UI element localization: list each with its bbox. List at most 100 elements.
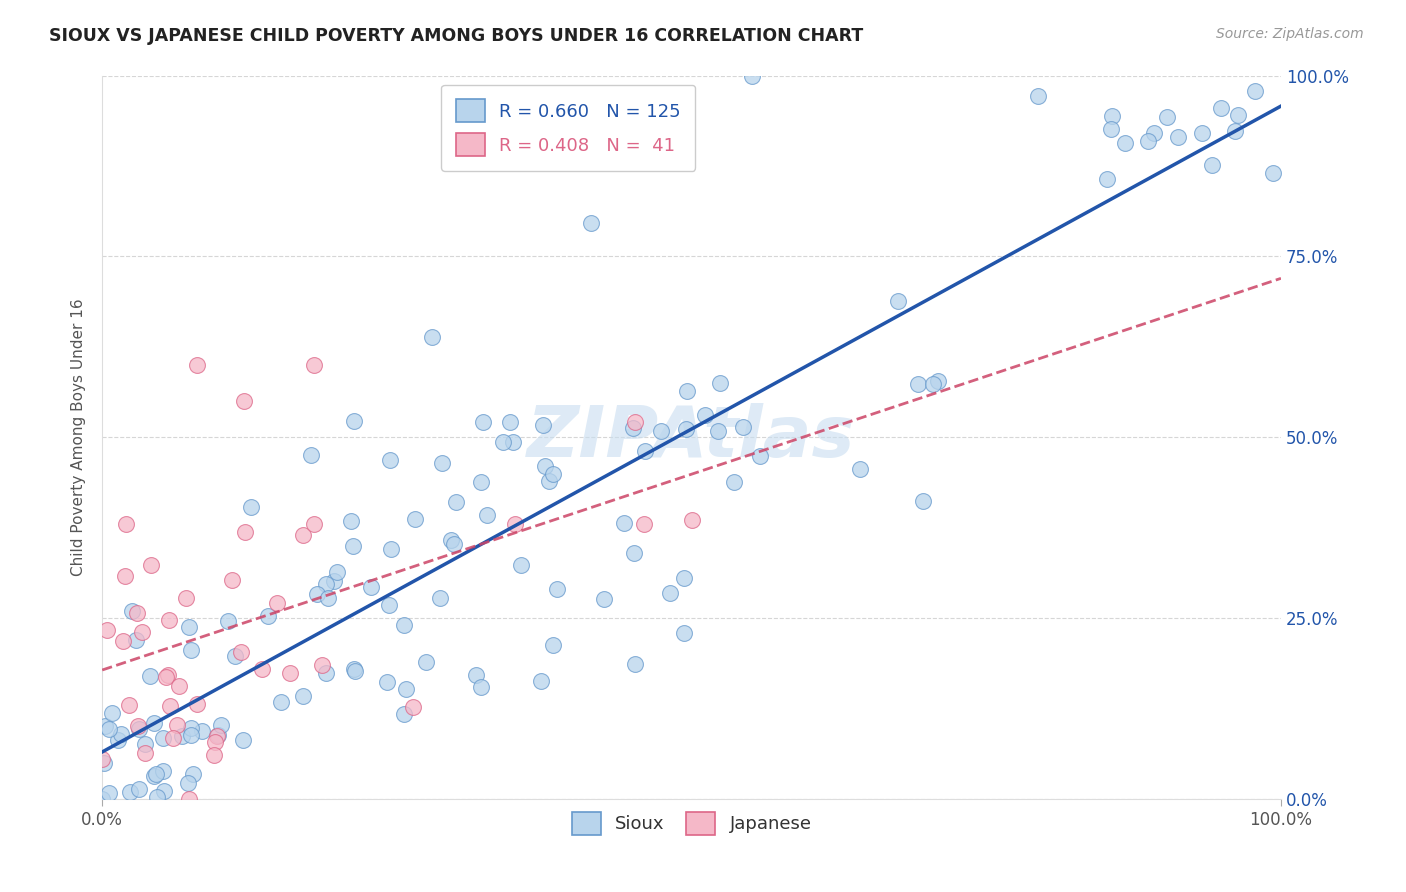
Point xyxy=(278,665,301,680)
Point xyxy=(886,293,908,308)
Point xyxy=(162,731,184,745)
Text: Source: ZipAtlas.com: Source: ZipAtlas.com xyxy=(1216,27,1364,41)
Point xyxy=(404,512,426,526)
Point xyxy=(299,449,322,463)
Point xyxy=(159,699,181,714)
Point xyxy=(107,732,129,747)
Y-axis label: Child Poverty Among Boys Under 16: Child Poverty Among Boys Under 16 xyxy=(72,298,86,576)
Point xyxy=(180,728,202,742)
Point xyxy=(510,558,533,572)
Point xyxy=(186,697,208,711)
Point xyxy=(1143,126,1166,140)
Point xyxy=(1201,158,1223,172)
Point xyxy=(623,546,645,560)
Point xyxy=(658,586,681,600)
Point xyxy=(1244,84,1267,98)
Point xyxy=(440,533,463,547)
Point xyxy=(529,673,551,688)
Point xyxy=(186,358,208,372)
Point xyxy=(302,358,325,372)
Point xyxy=(155,670,177,684)
Point xyxy=(672,626,695,640)
Point xyxy=(465,667,488,681)
Point xyxy=(270,695,292,709)
Point xyxy=(291,528,314,542)
Point xyxy=(378,453,401,467)
Point xyxy=(1227,108,1250,122)
Point xyxy=(96,623,118,637)
Point xyxy=(232,733,254,747)
Point xyxy=(502,434,524,449)
Point xyxy=(579,216,602,230)
Point xyxy=(432,456,454,470)
Point xyxy=(114,568,136,582)
Point xyxy=(592,591,614,606)
Point xyxy=(157,613,180,627)
Point xyxy=(128,722,150,736)
Point xyxy=(315,666,337,681)
Point xyxy=(142,769,165,783)
Point xyxy=(233,524,256,539)
Point xyxy=(443,537,465,551)
Point xyxy=(470,475,492,489)
Point xyxy=(446,495,468,509)
Point xyxy=(360,580,382,594)
Point xyxy=(180,643,202,657)
Point xyxy=(681,513,703,527)
Point xyxy=(217,614,239,628)
Point xyxy=(142,715,165,730)
Point xyxy=(114,516,136,531)
Point xyxy=(498,415,520,429)
Point xyxy=(250,662,273,676)
Point xyxy=(153,783,176,797)
Legend: Sioux, Japanese: Sioux, Japanese xyxy=(562,803,821,844)
Point xyxy=(118,698,141,713)
Point xyxy=(316,591,339,605)
Point xyxy=(145,767,167,781)
Point xyxy=(342,662,364,676)
Point xyxy=(672,571,695,585)
Point xyxy=(543,638,565,652)
Point xyxy=(91,792,114,806)
Point xyxy=(531,417,554,432)
Point xyxy=(377,674,399,689)
Point xyxy=(470,680,492,694)
Point xyxy=(402,699,425,714)
Point xyxy=(91,752,114,766)
Point xyxy=(266,596,288,610)
Point xyxy=(343,665,366,679)
Point xyxy=(675,384,697,399)
Point xyxy=(191,724,214,739)
Point xyxy=(139,668,162,682)
Point xyxy=(1095,172,1118,186)
Point xyxy=(415,655,437,669)
Point xyxy=(1156,110,1178,124)
Point xyxy=(291,690,314,704)
Point xyxy=(709,376,731,390)
Point xyxy=(181,767,204,781)
Point xyxy=(675,421,697,435)
Point xyxy=(179,620,201,634)
Point xyxy=(152,731,174,746)
Point xyxy=(650,424,672,438)
Point xyxy=(534,458,557,473)
Point xyxy=(110,727,132,741)
Point xyxy=(176,776,198,790)
Point xyxy=(707,424,730,438)
Point xyxy=(239,500,262,514)
Point xyxy=(97,722,120,736)
Point xyxy=(176,591,198,605)
Point xyxy=(166,718,188,732)
Point xyxy=(477,508,499,522)
Point xyxy=(205,729,228,743)
Point xyxy=(378,599,401,613)
Point xyxy=(733,419,755,434)
Point xyxy=(125,632,148,647)
Point xyxy=(613,516,636,530)
Point xyxy=(97,786,120,800)
Point xyxy=(394,707,416,722)
Point xyxy=(146,789,169,804)
Point xyxy=(1209,101,1232,115)
Point xyxy=(1099,122,1122,136)
Point xyxy=(152,764,174,779)
